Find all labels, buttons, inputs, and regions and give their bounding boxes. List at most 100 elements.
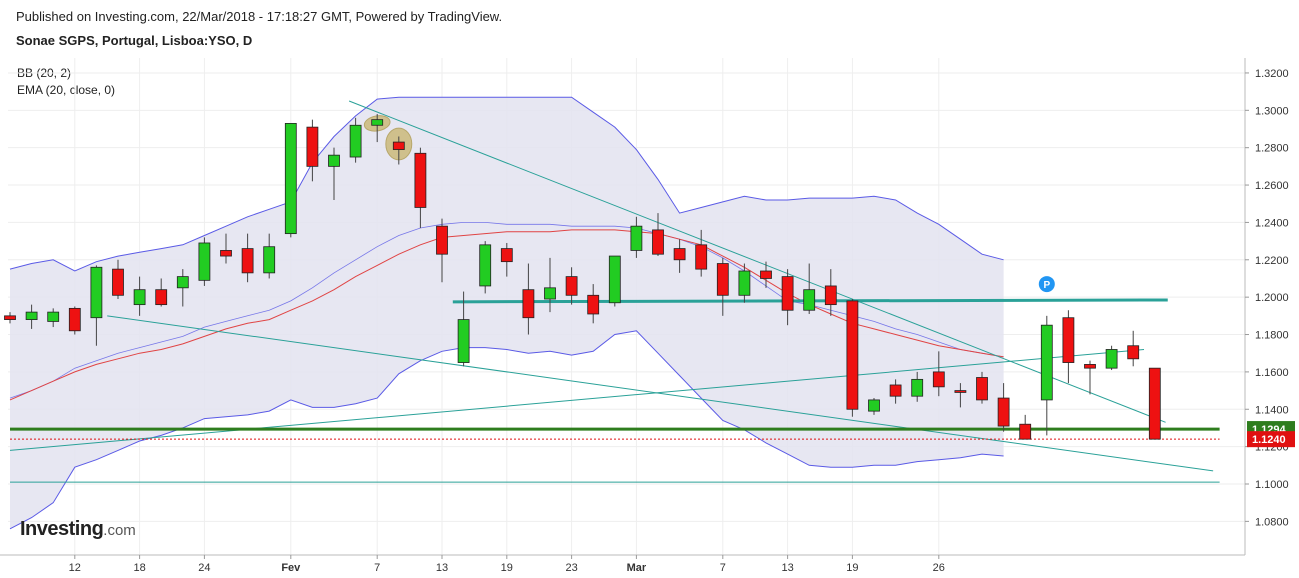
candle-body-up — [738, 270, 751, 296]
candle-body-down — [220, 250, 232, 257]
candle — [695, 229, 708, 277]
candle — [349, 117, 362, 163]
candle-body-down — [1019, 423, 1032, 440]
ema-line — [9, 229, 1004, 401]
bollinger-middle-line — [9, 221, 1004, 399]
candle — [176, 269, 189, 307]
candle-body-up — [133, 289, 146, 306]
time-tick-label: 23 — [565, 562, 577, 574]
investing-logo: Investing.com — [20, 518, 136, 540]
candle — [544, 257, 556, 313]
price-tick-label: 1.1000 — [1255, 479, 1289, 491]
price-tick-label: 1.2800 — [1255, 143, 1289, 155]
price-tick-label: 1.2400 — [1255, 217, 1289, 229]
candle — [479, 241, 492, 294]
bollinger-fill — [10, 97, 1004, 529]
candle-body-up — [176, 276, 189, 289]
candle-body-down — [392, 141, 405, 150]
candle-body-up — [328, 154, 340, 167]
candle — [112, 259, 124, 300]
candle-body-up — [47, 311, 60, 322]
candle — [4, 312, 16, 324]
chart-markers: P — [1038, 276, 1055, 293]
candle — [436, 218, 448, 283]
candle — [673, 239, 686, 273]
candle-body-up — [349, 124, 362, 158]
price-axis: 1.08001.10001.12001.14001.16001.18001.20… — [1244, 58, 1295, 555]
candle — [803, 263, 816, 314]
price-tick-label: 1.3000 — [1255, 105, 1289, 117]
candle-body-down — [846, 300, 859, 410]
price-tag-label: 1.1240 — [1252, 434, 1286, 446]
candle — [198, 237, 211, 286]
candle-body-down — [716, 263, 729, 296]
candle — [976, 371, 988, 404]
candle-body-up — [263, 246, 276, 274]
candle — [306, 119, 319, 182]
candle — [414, 147, 427, 229]
candle-body-up — [284, 122, 297, 235]
candle-body-up — [630, 225, 643, 251]
time-tick-label: 19 — [846, 562, 858, 574]
price-tick-label: 1.1600 — [1255, 367, 1289, 379]
candle — [911, 371, 924, 402]
candle-body-down — [4, 315, 16, 320]
candle-body-down — [1084, 364, 1096, 369]
candle — [997, 383, 1010, 432]
candle-body-down — [522, 289, 535, 319]
price-tag-bg — [1247, 431, 1295, 448]
bollinger-upper-line — [9, 96, 1004, 272]
indicator-ema-label[interactable]: EMA (20, close, 0) — [17, 83, 116, 97]
candle — [608, 255, 621, 307]
time-tick-label: 26 — [933, 562, 945, 574]
candle — [738, 263, 751, 303]
time-tick-label: 18 — [133, 562, 145, 574]
candle — [1127, 330, 1140, 367]
candle — [47, 308, 60, 328]
candle — [846, 299, 859, 417]
candle-body-down — [695, 244, 708, 270]
candle-body-up — [90, 266, 103, 319]
candle — [155, 278, 168, 307]
candle-body-down — [889, 384, 902, 397]
time-tick-label: Fev — [281, 562, 301, 574]
candle — [630, 216, 643, 258]
price-tick-label: 1.2200 — [1255, 255, 1289, 267]
candle — [522, 263, 535, 335]
time-tick-label: Mar — [627, 562, 647, 574]
candle — [1084, 360, 1096, 395]
candle — [241, 233, 254, 283]
candle-body-down — [1062, 317, 1075, 363]
time-tick-label: 19 — [501, 562, 513, 574]
candle-body-up — [1105, 349, 1118, 369]
candle-body-down — [932, 371, 945, 388]
candle-body-down — [997, 397, 1010, 427]
candle — [716, 257, 729, 316]
candle — [760, 261, 772, 288]
candle — [932, 351, 945, 397]
candle-body-down — [824, 285, 837, 306]
trendline — [348, 100, 1166, 423]
candle — [652, 213, 664, 257]
candle-body-up — [868, 399, 880, 412]
trendline — [107, 315, 1214, 472]
published-caption: Published on Investing.com, 22/Mar/2018 … — [16, 9, 503, 24]
candle-body-down — [500, 248, 513, 263]
candle-body-up — [803, 289, 816, 311]
candle — [263, 233, 276, 279]
price-tick-label: 1.3200 — [1255, 68, 1289, 80]
candle-body-down — [68, 307, 81, 332]
candle — [457, 291, 470, 367]
candle — [954, 383, 967, 408]
candle-body-down — [306, 126, 319, 167]
candle-body-up — [911, 378, 924, 397]
price-tick-label: 1.2600 — [1255, 180, 1289, 192]
candle-body-down — [155, 289, 168, 306]
candle-body-down — [436, 225, 448, 255]
candle-body-down — [1127, 345, 1140, 360]
candle-body-up — [371, 119, 384, 126]
time-tick-label: 7 — [720, 562, 726, 574]
time-tick-label: 13 — [436, 562, 448, 574]
pivot-marker — [1038, 276, 1055, 293]
